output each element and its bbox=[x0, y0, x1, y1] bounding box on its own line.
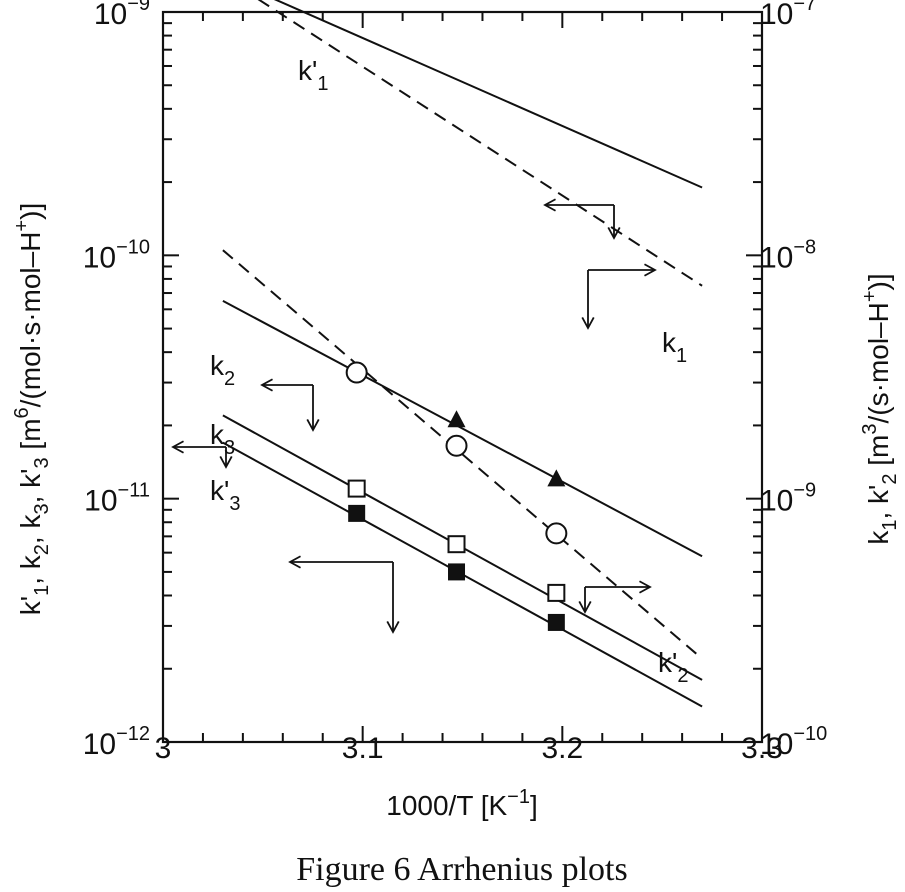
data-point-k2 bbox=[447, 410, 466, 428]
series-label-k1-prime: k'1 bbox=[298, 55, 328, 95]
data-points bbox=[345, 361, 568, 631]
y-left-tick-label: 10−10 bbox=[83, 236, 150, 274]
arrow-k3-down-head bbox=[219, 456, 233, 469]
x-axis-title: 1000/T [K−1] bbox=[386, 786, 538, 821]
arrow-k2-prime-right-head bbox=[639, 580, 652, 594]
series-label-k2: k2 bbox=[210, 350, 235, 390]
plot-border bbox=[161, 10, 764, 744]
y-right-tick-label: 10−9 bbox=[760, 480, 816, 518]
data-point-k-prime2 bbox=[545, 522, 568, 545]
y-left-axis-title: k'1, k2, k3, k'3 [m6/(mol·s·mol–H+)] bbox=[11, 203, 53, 615]
arrow-k2-down-head bbox=[306, 419, 320, 432]
axis-arrows bbox=[171, 198, 657, 634]
arrow-k3-left-head bbox=[171, 440, 184, 454]
arrow-k2-prime-down-head bbox=[578, 601, 592, 614]
plot-frame bbox=[161, 10, 764, 744]
data-point-k-prime3 bbox=[448, 563, 466, 581]
y-left-tick-label: 10−11 bbox=[84, 480, 150, 518]
data-point-k3 bbox=[547, 583, 566, 602]
x-tick-label: 3.2 bbox=[541, 732, 583, 765]
data-point-k-prime2 bbox=[445, 434, 468, 457]
series-line-k-prime1 bbox=[273, 0, 703, 189]
y-right-tick-label: 10−10 bbox=[760, 723, 827, 761]
data-point-k3 bbox=[347, 479, 366, 498]
y-right-axis-title: k1, k'2 [m3/(s·mol–H+)] bbox=[859, 273, 901, 544]
y-right-tick-label: 10−7 bbox=[760, 0, 816, 31]
y-right-tick-label: 10−8 bbox=[760, 236, 816, 274]
x-tick-label: 3 bbox=[155, 732, 172, 765]
arrow-k1-right-head bbox=[644, 263, 657, 277]
y-left-tick-label: 10−12 bbox=[83, 723, 150, 761]
x-tick-label: 3.3 bbox=[741, 732, 783, 765]
data-point-k-prime3 bbox=[348, 504, 366, 522]
arrow-k1-prime-left-head bbox=[543, 198, 556, 212]
arrow-k1-down-head bbox=[581, 317, 595, 330]
series-lines bbox=[222, 0, 703, 708]
series-line-k1 bbox=[257, 0, 703, 287]
data-point-k2 bbox=[547, 469, 566, 487]
arrow-k2-left-head bbox=[260, 378, 273, 392]
arrow-k1-prime-down-head bbox=[607, 227, 621, 240]
arrow-k3-prime-left-head bbox=[288, 555, 301, 569]
figure-caption: Figure 6 Arrhenius plots bbox=[296, 851, 627, 888]
y-left-tick-label: 10−9 bbox=[94, 0, 150, 31]
series-label-k1: k1 bbox=[662, 327, 687, 367]
data-point-k-prime3 bbox=[547, 613, 565, 631]
series-label-k3: k3 bbox=[210, 419, 235, 459]
series-label-k3-prime: k'3 bbox=[210, 475, 240, 515]
series-line-k2 bbox=[222, 299, 703, 558]
data-point-k3 bbox=[447, 535, 466, 554]
series-label-k2-prime: k'2 bbox=[658, 647, 688, 687]
data-point-k-prime2 bbox=[345, 361, 368, 384]
arrow-k3-prime-down-head bbox=[386, 621, 400, 634]
x-tick-label: 3.1 bbox=[342, 732, 384, 765]
